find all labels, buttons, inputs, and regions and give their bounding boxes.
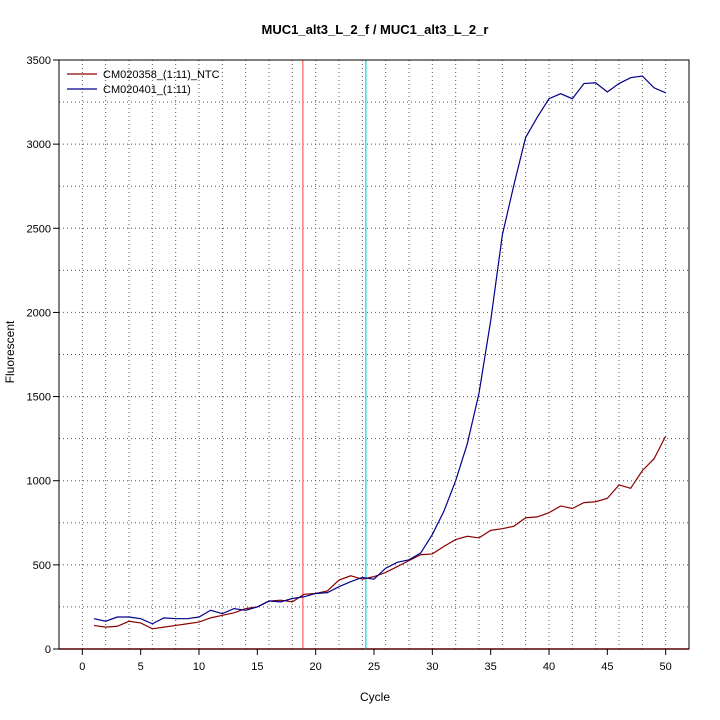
series-line-0 xyxy=(93,435,667,630)
y-tick-label-7: 3500 xyxy=(27,55,51,67)
x-tick-label-7: 35 xyxy=(485,661,497,673)
series-line-1 xyxy=(93,75,666,625)
x-tick-label-1: 5 xyxy=(138,661,144,673)
legend: CM020358_(1:11)_NTC CM020401_(1:11) xyxy=(67,69,220,96)
x-tick-label-3: 15 xyxy=(251,661,263,673)
y-tick-label-3: 1500 xyxy=(27,392,51,404)
y-tick-label-5: 2500 xyxy=(27,223,51,235)
series-lines xyxy=(93,75,667,630)
x-tick-label-5: 25 xyxy=(368,661,380,673)
grid xyxy=(59,59,689,650)
x-tick-label-10: 50 xyxy=(660,661,672,673)
y-axis-label: Fluorescent xyxy=(3,320,17,383)
y-tick-label-2: 1000 xyxy=(27,476,51,488)
plot-frame xyxy=(58,59,690,650)
legend-entry-0: CM020358_(1:11)_NTC xyxy=(103,69,220,81)
x-tick-label-6: 30 xyxy=(426,661,438,673)
y-tick-label-4: 2000 xyxy=(27,307,51,319)
x-tick-label-0: 0 xyxy=(79,661,85,673)
x-tick-label-9: 45 xyxy=(601,661,613,673)
x-tick-label-4: 20 xyxy=(310,661,322,673)
x-tick-label-8: 40 xyxy=(543,661,555,673)
x-tick-label-2: 10 xyxy=(193,661,205,673)
y-axis-ticks: 0 500 1000 1500 2000 2500 3000 3500 xyxy=(27,55,59,656)
y-tick-label-6: 3000 xyxy=(27,139,51,151)
x-axis-label: Cycle xyxy=(360,690,390,704)
y-tick-label-0: 0 xyxy=(45,644,51,656)
chart-title: MUC1_alt3_L_2_f / MUC1_alt3_L_2_r xyxy=(262,22,489,37)
x-axis-ticks: 0 5 10 15 20 25 30 35 40 45 50 xyxy=(79,649,672,673)
legend-entry-1: CM020401_(1:11) xyxy=(103,84,191,96)
vertical-markers xyxy=(59,60,689,650)
y-tick-label-1: 500 xyxy=(33,560,51,572)
